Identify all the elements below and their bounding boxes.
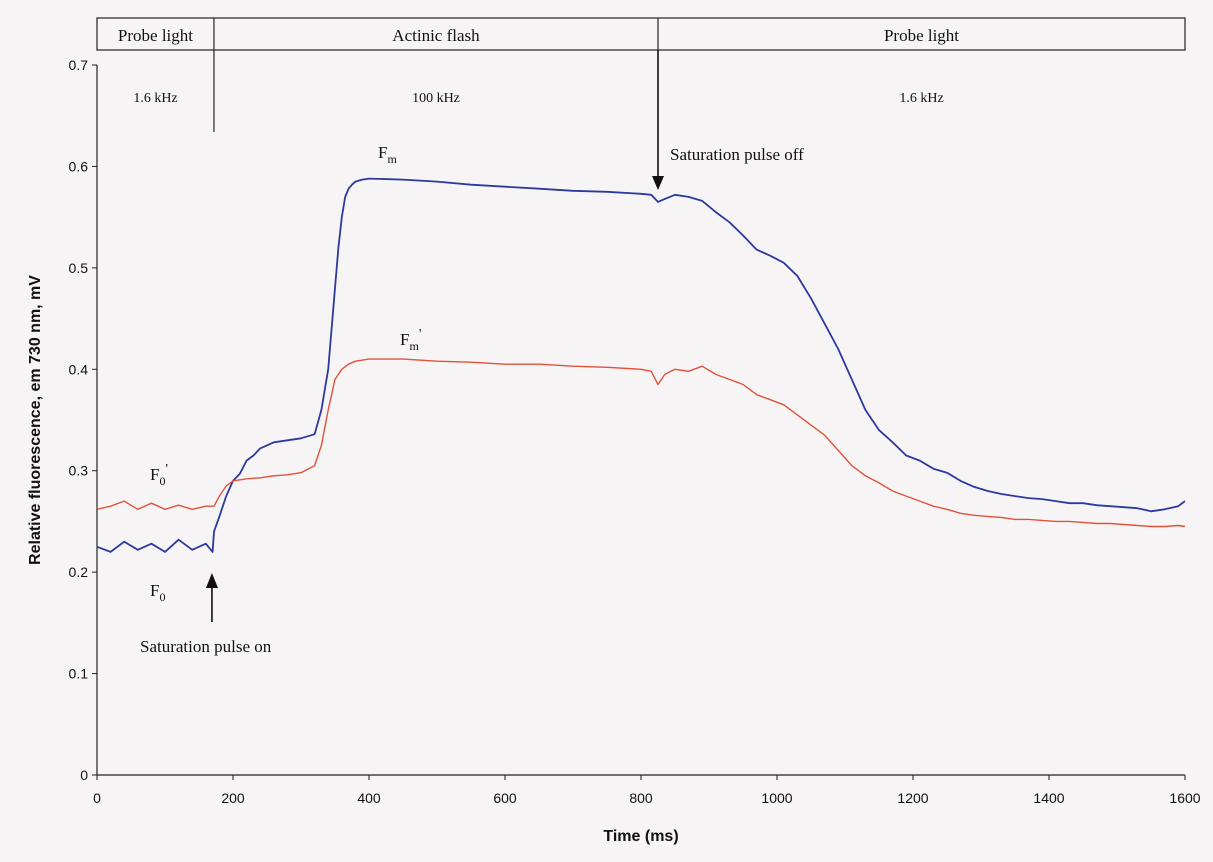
phase-header-box: [96, 17, 1186, 51]
pulse-on-arrow-head: [205, 573, 218, 588]
fm-label-main: F: [378, 143, 387, 162]
f0-prime-label-prime: ': [165, 462, 168, 477]
annotation-layer: Probe light 1.6 kHz Actinic flash 100 kHz Pr…: [96, 17, 1186, 656]
x-tick-label: 0: [93, 790, 101, 806]
pulse-on-label: Saturation pulse on: [140, 637, 272, 656]
fm-label: Fm: [378, 143, 397, 166]
fm-prime-label: Fm': [400, 327, 421, 353]
series-line-fm-prime: [96, 358, 1186, 528]
x-tick-label: 800: [629, 790, 653, 806]
x-tick-label: 600: [493, 790, 517, 806]
y-tick-label: 0: [80, 767, 88, 783]
fm-prime-label-main: F: [400, 330, 409, 349]
series-layer: [96, 177, 1186, 553]
phase-frequency-label: 1.6 kHz: [133, 91, 177, 106]
phase-frequency-label: 1.6 kHz: [899, 91, 943, 106]
y-tick-label: 0.1: [69, 666, 89, 682]
axes-layer: 0 0.1 0.2 0.3 0.4 0.5 0.6 0.7 0 200 400 600 800 1000 1…: [27, 57, 1201, 845]
phase-label: Actinic flash: [392, 26, 480, 45]
y-tick-label: 0.4: [69, 361, 89, 377]
f0-prime-label: F0': [150, 462, 168, 488]
pulse-off-arrow-head: [652, 176, 664, 190]
y-tick-label: 0.3: [69, 463, 89, 479]
series-line-fm: [96, 177, 1186, 553]
f0-label-main: F: [150, 581, 159, 600]
phase-label: Probe light: [118, 26, 193, 45]
f0-prime-label-subscript: 0: [159, 474, 165, 488]
y-axis-title: Relative fluorescence, em 730 nm, mV: [27, 275, 44, 565]
f0-label: F0: [150, 581, 165, 604]
pulse-off-label: Saturation pulse off: [670, 145, 804, 164]
f0-label-subscript: 0: [159, 590, 165, 604]
x-tick-label: 1600: [1169, 790, 1200, 806]
x-axis-title: Time (ms): [603, 828, 678, 845]
x-tick-label: 1000: [761, 790, 792, 806]
fm-label-subscript: m: [387, 152, 397, 166]
x-tick-label: 1400: [1033, 790, 1064, 806]
x-tick-label: 1200: [897, 790, 928, 806]
y-tick-label: 0.7: [69, 57, 89, 73]
phase-label: Probe light: [884, 26, 959, 45]
fm-prime-label-prime: ': [419, 327, 422, 342]
y-tick-label: 0.6: [69, 158, 89, 174]
x-tick-label: 400: [357, 790, 381, 806]
fm-prime-label-subscript: m: [409, 339, 419, 353]
y-tick-label: 0.2: [69, 564, 89, 580]
x-tick-label: 200: [221, 790, 245, 806]
y-tick-label: 0.5: [69, 260, 89, 276]
phase-frequency-label: 100 kHz: [412, 91, 460, 106]
f0-prime-label-main: F: [150, 465, 159, 484]
